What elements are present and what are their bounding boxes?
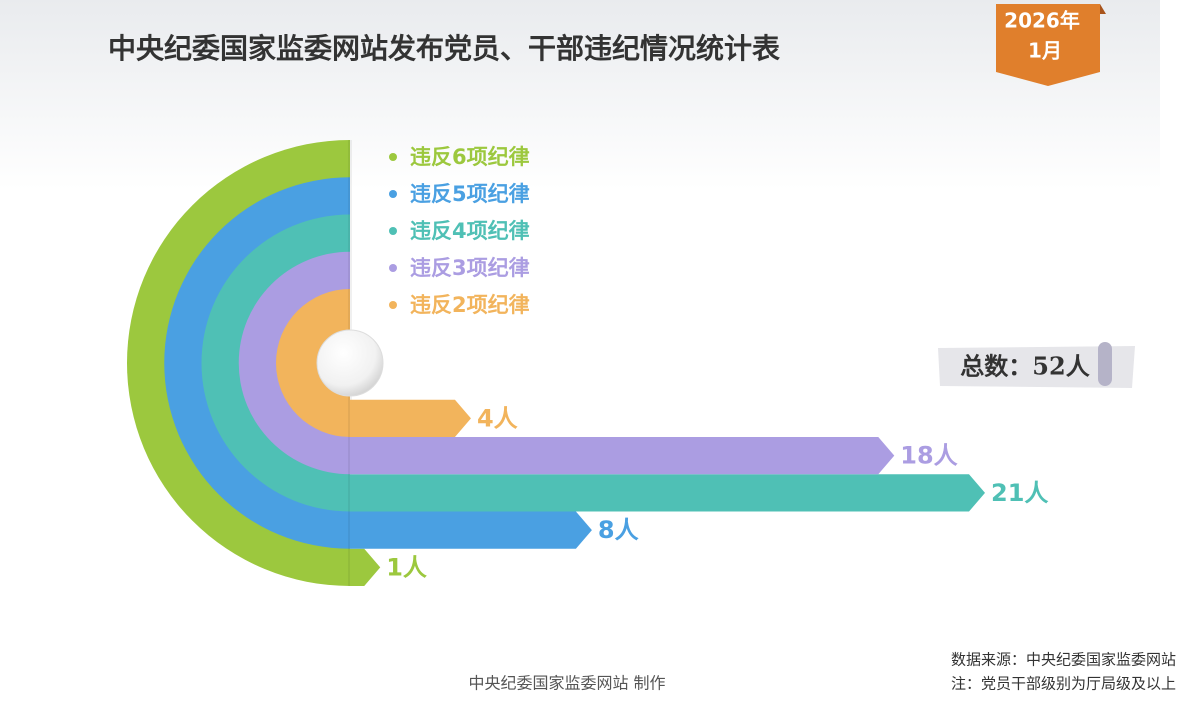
ring	[276, 289, 350, 437]
bar	[350, 437, 895, 475]
chart-title: 中央纪委国家监委网站发布党员、干部违纪情况统计表	[108, 32, 780, 65]
center-knob	[316, 329, 384, 397]
badge-fold	[1100, 4, 1106, 14]
bar	[350, 474, 985, 512]
legend-dot	[389, 227, 397, 235]
value-label: 4人	[477, 404, 518, 432]
footer-note: 注：党员干部级别为厅局级及以上	[951, 675, 1176, 693]
total-scroll	[1098, 342, 1112, 386]
header-band	[0, 0, 1160, 190]
bar	[350, 511, 592, 549]
legend-label: 违反5项纪律	[410, 182, 530, 206]
badge-month: 1月	[1028, 39, 1062, 63]
legend-label: 违反6项纪律	[410, 145, 530, 169]
footer-credit: 中央纪委国家监委网站 制作	[468, 674, 665, 693]
legend-label: 违反2项纪律	[410, 293, 530, 317]
bar	[350, 548, 381, 586]
value-label: 8人	[598, 516, 639, 544]
legend-label: 违反3项纪律	[410, 256, 530, 280]
value-label: 18人	[900, 442, 957, 470]
legend-dot	[389, 301, 397, 309]
legend-dot	[389, 153, 397, 161]
footer-source: 数据来源：中央纪委国家监委网站	[951, 651, 1176, 669]
total-paper	[938, 346, 1135, 388]
badge-year: 2026年	[1004, 9, 1080, 33]
legend-label: 违反4项纪律	[410, 219, 530, 243]
badge	[996, 4, 1100, 86]
legend-dot	[389, 190, 397, 198]
bar	[350, 399, 471, 437]
legend-dot	[389, 264, 397, 272]
total-label: 总数：52人	[960, 352, 1089, 381]
plot: 1人 8人 21人 18人 4人 违反6项纪律违反5项纪律违反4项纪律违反3项纪律违反2项…	[127, 140, 1048, 586]
value-label: 1人	[386, 553, 427, 581]
value-label: 21人	[991, 479, 1048, 507]
